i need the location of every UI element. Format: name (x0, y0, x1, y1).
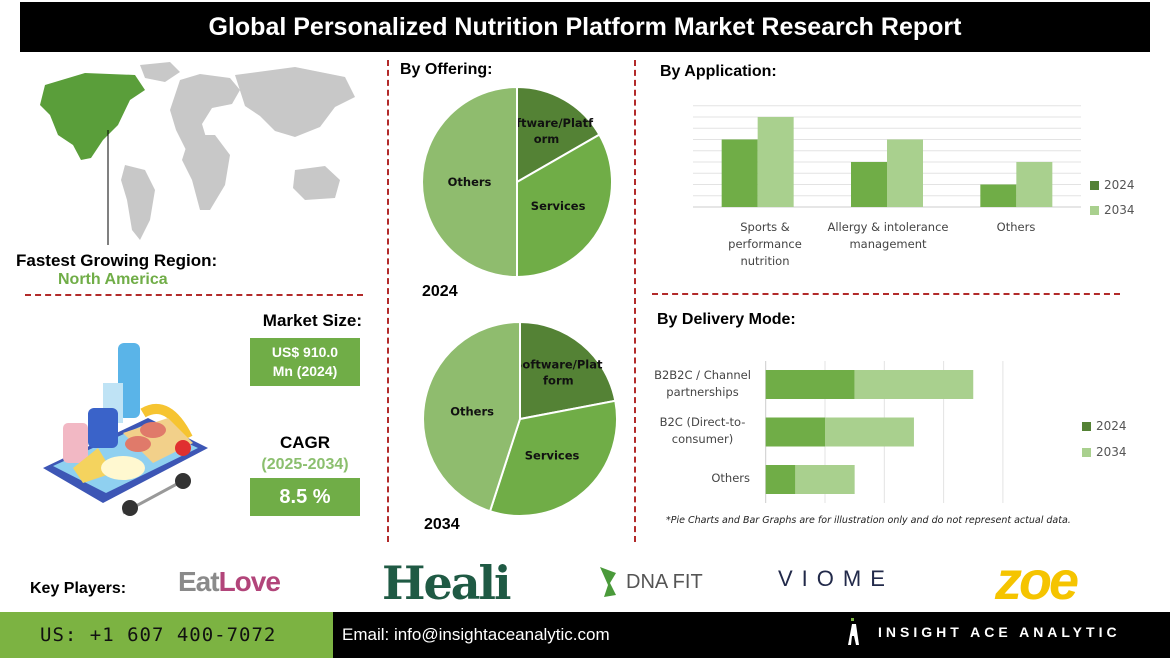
pie-slice-0 (519, 320, 617, 421)
map-europe-africa (170, 74, 240, 154)
bar-2024 (721, 139, 758, 207)
divider (25, 294, 363, 296)
delivery-title: By Delivery Mode: (657, 311, 796, 328)
map-north-america (40, 73, 145, 160)
market-size-line1: US$ 910.0 (271, 344, 339, 360)
region-label: Fastest Growing Region: (16, 251, 218, 270)
pie-slice-1 (488, 399, 618, 517)
pie-label: Services (525, 448, 580, 462)
application-title: By Application: (660, 63, 777, 80)
app-category-label: Others (996, 220, 1036, 234)
bar-2024 (765, 417, 825, 447)
pie-slice-1 (516, 133, 613, 279)
pie-label: form (543, 374, 574, 388)
del-category-label: B2B2C / Channel partnerships (654, 368, 751, 399)
bar-2034 (887, 139, 923, 207)
footer-phone[interactable]: US: +1 607 400-7072 (0, 612, 333, 658)
map-australia (293, 166, 340, 200)
logo-heali: Heali (382, 556, 511, 610)
region-value: North America (58, 271, 168, 288)
pie-label: Services (531, 199, 586, 213)
footer-brand: INSIGHT ACE ANALYTIC (878, 624, 1121, 640)
market-size-box: US$ 910.0 Mn (2024) (250, 338, 360, 386)
offering-title: By Offering: (400, 61, 493, 78)
del-category-label: Others (711, 471, 750, 485)
cagr-label: CAGR (279, 433, 331, 452)
bar-2034 (795, 465, 855, 494)
pie-slice-2 (422, 320, 521, 513)
cagr-period: (2025-2034) (261, 456, 349, 473)
pie-year-2024: 2024 (422, 283, 458, 300)
pie-slice-2 (421, 85, 518, 279)
application-bar-chart (693, 105, 1081, 208)
bar-2034 (825, 417, 914, 447)
del-legend-2024: 2024 (1082, 419, 1127, 433)
map-south-america (121, 165, 155, 240)
divider (634, 60, 636, 542)
bar-2024 (851, 161, 887, 207)
market-size-label: Market Size: (262, 311, 362, 330)
app-legend-2034: 2034 (1090, 203, 1135, 217)
bar-2034 (1016, 161, 1053, 207)
logo-zoe: zoe (995, 551, 1079, 611)
market-size-line2: Mn (2024) (272, 363, 338, 379)
divider (652, 293, 1120, 295)
map-greenland (140, 62, 180, 82)
logo-eatlove: EatLove (178, 566, 281, 597)
bar-2024 (765, 465, 796, 494)
logo-dnafit: DNA FIT (596, 565, 703, 599)
pie-year-2034: 2034 (424, 516, 460, 533)
report-title: Global Personalized Nutrition Platform M… (20, 2, 1150, 52)
bar-2034 (757, 116, 794, 207)
bar-2034 (854, 370, 974, 399)
key-players-label: Key Players: (30, 580, 127, 597)
map-africa (182, 135, 230, 210)
cagr-value: 8.5 % (250, 478, 360, 516)
logo-viome: VIOME (778, 566, 894, 591)
offering-pie-charts: Software/PlatformServicesOthersSoftware/… (421, 85, 618, 517)
nutrition-illustration-icon (43, 343, 208, 516)
pie-label: Others (450, 404, 494, 418)
del-category-label: B2C (Direct-to-consumer) (659, 415, 746, 446)
delivery-bar-chart (765, 361, 1004, 503)
world-map (40, 62, 355, 245)
brand-logo-icon (846, 618, 860, 646)
pie-label: Software/Platf (500, 116, 594, 130)
pie-label: Software/Plat (514, 358, 603, 372)
footer-email[interactable]: Email: info@insightaceanalytic.com (342, 625, 610, 644)
pie-label: orm (534, 132, 560, 146)
pie-label: Others (448, 175, 492, 189)
app-legend-2024: 2024 (1090, 178, 1135, 192)
del-legend-2034: 2034 (1082, 445, 1127, 459)
map-asia (235, 67, 355, 137)
app-category-label: Sports & performance nutrition (728, 220, 802, 268)
divider (387, 60, 389, 542)
bar-2024 (980, 184, 1017, 207)
bar-2024 (765, 370, 855, 399)
footnote: *Pie Charts and Bar Graphs are for illus… (666, 515, 1071, 526)
pie-slice-0 (516, 85, 601, 184)
app-category-label: Allergy & intolerance management (827, 220, 949, 251)
